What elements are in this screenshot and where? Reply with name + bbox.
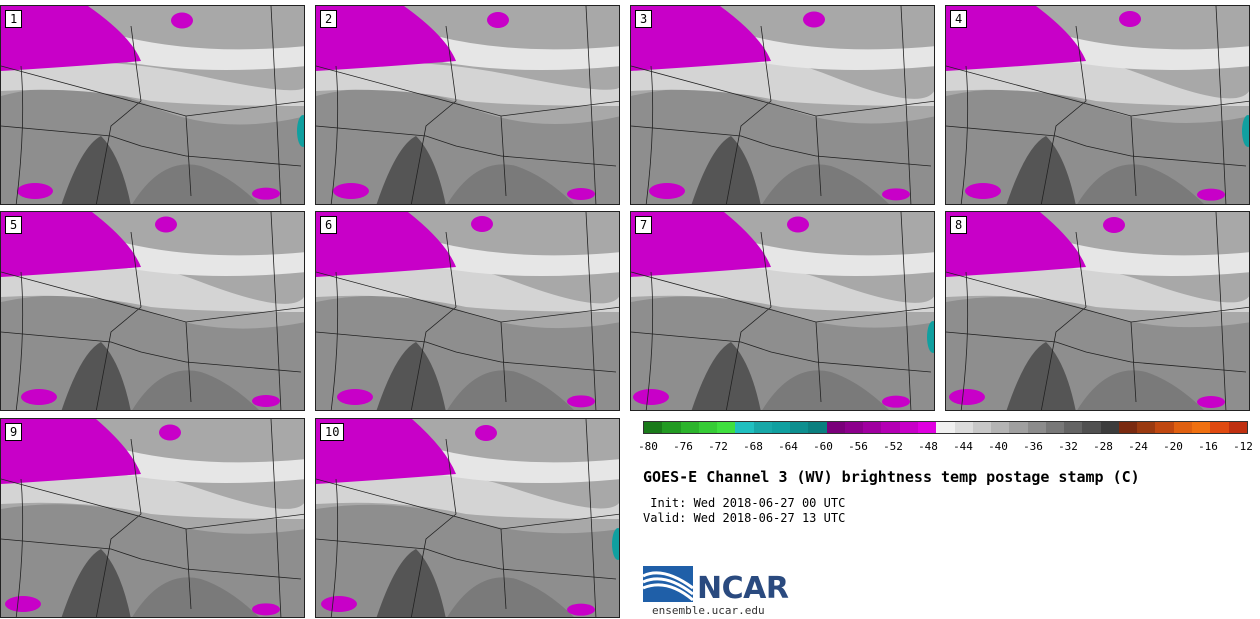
panel-map — [316, 6, 619, 204]
colorbar-swatch — [917, 422, 937, 433]
panel-label: 6 — [320, 216, 338, 234]
panel-map — [946, 6, 1249, 204]
colorbar-tick-label: -72 — [708, 440, 728, 453]
panel-map — [316, 212, 619, 410]
colorbar-swatch — [735, 422, 754, 433]
panel-map — [316, 419, 619, 617]
panel-map — [1, 212, 304, 410]
panel-label: 1 — [5, 10, 23, 28]
colorbar-tick-label: -76 — [673, 440, 693, 453]
colorbar-swatch — [954, 422, 973, 433]
colorbar-tick-label: -68 — [743, 440, 763, 453]
colorbar-swatch — [881, 422, 900, 433]
ncar-logo-icon — [643, 562, 694, 602]
colorbar-swatch — [1155, 422, 1174, 433]
logo-site-url: ensemble.ucar.edu — [652, 604, 765, 617]
panel-2: 2 — [315, 5, 620, 205]
colorbar-swatch — [771, 422, 791, 433]
colorbar-tick-label: -64 — [778, 440, 798, 453]
panel-7: 7 — [630, 211, 935, 411]
panel-6: 6 — [315, 211, 620, 411]
panel-label: 2 — [320, 10, 338, 28]
colorbar-swatch — [1210, 422, 1229, 433]
colorbar-swatch — [1228, 422, 1247, 433]
colorbar-swatch — [1027, 422, 1046, 433]
colorbar — [643, 421, 1248, 434]
panel-3: 3 — [630, 5, 935, 205]
colorbar-swatch — [680, 422, 699, 433]
colorbar-tick-label: -80 — [638, 440, 658, 453]
colorbar-swatch — [808, 422, 827, 433]
valid-time: Valid: Wed 2018-06-27 13 UTC — [643, 511, 846, 525]
colorbar-swatch — [1064, 422, 1083, 433]
colorbar-swatch — [899, 422, 918, 433]
colorbar-tick-label: -12 — [1233, 440, 1253, 453]
colorbar-swatch — [1045, 422, 1065, 433]
panel-label: 5 — [5, 216, 23, 234]
colorbar-swatch — [1191, 422, 1211, 433]
panel-map — [1, 419, 304, 617]
colorbar-tick-label: -48 — [918, 440, 938, 453]
panel-4: 4 — [945, 5, 1250, 205]
colorbar-swatch — [863, 422, 882, 433]
panel-label: 4 — [950, 10, 968, 28]
colorbar-swatch — [936, 422, 955, 433]
panel-label: 3 — [635, 10, 653, 28]
colorbar-tick-label: -28 — [1093, 440, 1113, 453]
colorbar-swatch — [972, 422, 992, 433]
panel-map — [631, 6, 934, 204]
colorbar-swatch — [1137, 422, 1156, 433]
colorbar-tick-label: -24 — [1128, 440, 1148, 453]
panel-map — [946, 212, 1249, 410]
panel-10: 10 — [315, 418, 620, 618]
panel-label: 9 — [5, 423, 23, 441]
colorbar-swatch — [662, 422, 681, 433]
colorbar-swatch — [991, 422, 1010, 433]
panel-label: 7 — [635, 216, 653, 234]
colorbar-tick-label: -32 — [1058, 440, 1078, 453]
colorbar-tick-label: -16 — [1198, 440, 1218, 453]
colorbar-swatch — [1173, 422, 1192, 433]
panel-map — [631, 212, 934, 410]
ncar-logo-text: NCAR — [697, 571, 789, 606]
figure-title: GOES-E Channel 3 (WV) brightness temp po… — [643, 468, 1140, 486]
panel-label: 8 — [950, 216, 968, 234]
panel-5: 5 — [0, 211, 305, 411]
colorbar-tick-label: -44 — [953, 440, 973, 453]
panel-1: 1 — [0, 5, 305, 205]
panel-8: 8 — [945, 211, 1250, 411]
colorbar-tick-label: -40 — [988, 440, 1008, 453]
colorbar-swatch — [698, 422, 718, 433]
colorbar-swatch — [644, 422, 663, 433]
colorbar-swatch — [790, 422, 809, 433]
colorbar-swatch — [844, 422, 864, 433]
colorbar-swatch — [826, 422, 845, 433]
panel-label: 10 — [320, 423, 345, 441]
colorbar-tick-label: -52 — [883, 440, 903, 453]
panel-map — [1, 6, 304, 204]
colorbar-swatch — [753, 422, 772, 433]
colorbar-swatch — [1009, 422, 1028, 433]
colorbar-swatch — [1100, 422, 1119, 433]
panel-9: 9 — [0, 418, 305, 618]
colorbar-tick-label: -20 — [1163, 440, 1183, 453]
colorbar-tick-label: -36 — [1023, 440, 1043, 453]
init-time: Init: Wed 2018-06-27 00 UTC — [643, 496, 846, 510]
colorbar-tick-label: -60 — [813, 440, 833, 453]
colorbar-swatch — [1118, 422, 1138, 433]
colorbar-tick-label: -56 — [848, 440, 868, 453]
colorbar-ticks: -80 -76 -72 -68 -64 -60 -56 -52 -48 -44 -40 -36 -32 -… — [638, 440, 1253, 454]
colorbar-swatch — [717, 422, 736, 433]
colorbar-swatch — [1082, 422, 1101, 433]
